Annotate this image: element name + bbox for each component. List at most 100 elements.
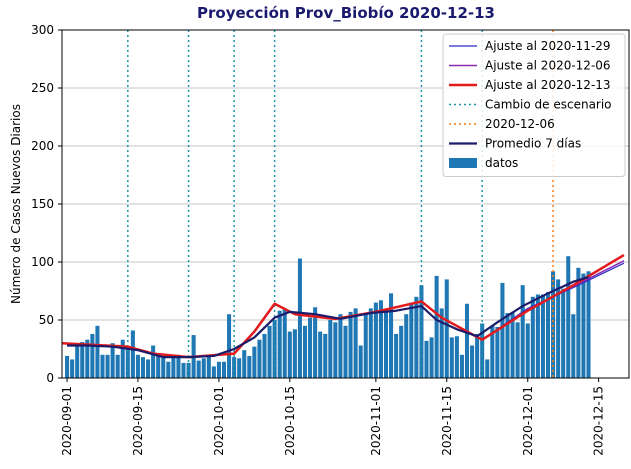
legend-label: Cambio de escenario: [485, 98, 612, 112]
bar: [404, 314, 409, 378]
bar: [242, 350, 247, 378]
bar: [581, 273, 586, 378]
y-tick-label: 200: [31, 139, 54, 153]
bar: [110, 343, 115, 378]
bar: [252, 346, 257, 378]
y-tick-label: 300: [31, 23, 54, 37]
bar: [216, 361, 221, 378]
bar: [424, 340, 429, 378]
bar: [485, 359, 490, 378]
plot-frame: [61, 29, 630, 379]
bar: [80, 342, 85, 378]
bar: [287, 331, 292, 378]
bar: [439, 308, 444, 378]
bar: [394, 333, 399, 378]
bar: [105, 354, 110, 378]
bar: [561, 288, 566, 378]
bar: [176, 354, 181, 378]
bar: [490, 325, 495, 378]
y-tick-label: 100: [31, 255, 54, 269]
bar: [221, 361, 227, 378]
bar: [95, 325, 100, 378]
bar: [343, 325, 348, 378]
bar: [535, 294, 540, 378]
bar: [566, 256, 571, 378]
bar: [292, 329, 297, 378]
bar: [505, 313, 510, 378]
x-tick-label: 2020-09-15: [131, 386, 145, 456]
bar: [459, 354, 464, 378]
bar: [135, 354, 140, 378]
bar: [353, 308, 358, 378]
x-tick-label: 2020-11-01: [369, 386, 383, 456]
bar: [368, 308, 373, 378]
bar: [470, 345, 475, 378]
legend-label: Ajuste al 2020-11-29: [485, 39, 611, 53]
bar: [130, 330, 135, 378]
bar: [201, 358, 206, 378]
bar: [100, 354, 105, 378]
bar: [257, 339, 262, 378]
bar: [297, 258, 302, 378]
bar: [495, 326, 500, 378]
bar: [383, 310, 389, 378]
bar: [166, 361, 171, 378]
bar: [586, 271, 591, 378]
chart-title: Proyección Prov_Biobío 2020-12-13: [197, 4, 495, 22]
y-tick-label: 150: [31, 197, 54, 211]
bar: [551, 271, 556, 378]
bar: [399, 325, 404, 378]
bar: [90, 333, 95, 378]
bar: [348, 311, 353, 378]
bar: [449, 337, 454, 378]
bar: [115, 354, 120, 378]
bar: [576, 267, 581, 378]
line: [67, 276, 589, 359]
bar: [171, 354, 176, 378]
bar: [520, 285, 525, 378]
plot-area: [62, 30, 629, 378]
bar: [125, 346, 130, 378]
bar: [545, 292, 551, 378]
bar: [475, 333, 480, 378]
y-axis-label: Número de Casos Nuevos Diarios: [9, 104, 23, 304]
x-tick-label: 2020-09-01: [60, 386, 74, 456]
bar: [120, 339, 125, 378]
legend: Ajuste al 2020-11-29 Ajuste al 2020-12-06…: [442, 33, 626, 177]
bar: [318, 331, 323, 378]
legend-box: [442, 33, 626, 177]
bar: [140, 357, 146, 378]
bar: [530, 296, 535, 378]
bar: [302, 325, 308, 378]
bar: [277, 310, 282, 378]
bar: [444, 279, 449, 378]
bar: [156, 355, 161, 378]
bar: [247, 355, 252, 378]
bar: [454, 336, 459, 378]
x-tick-label: 2020-11-15: [440, 386, 454, 456]
bar: [464, 303, 470, 378]
bar: [85, 339, 90, 378]
bar: [313, 307, 318, 378]
bar: [429, 337, 434, 378]
bar: [206, 355, 211, 378]
bar: [196, 360, 201, 378]
bar: [272, 320, 277, 378]
bar: [500, 282, 505, 378]
bar: [267, 325, 272, 378]
bar: [181, 362, 186, 378]
x-tick-label: 2020-10-15: [283, 386, 297, 456]
line: [62, 253, 625, 359]
bar: [146, 359, 151, 378]
legend-label: datos: [485, 156, 518, 170]
bar: [556, 279, 561, 378]
bar: [151, 345, 156, 378]
x-tick-label: 2020-12-15: [592, 386, 606, 456]
bar: [237, 358, 242, 378]
bar: [227, 314, 232, 378]
bar: [515, 322, 520, 378]
legend-label: Ajuste al 2020-12-13: [485, 78, 611, 92]
bar: [308, 317, 313, 378]
bar: [378, 300, 383, 378]
